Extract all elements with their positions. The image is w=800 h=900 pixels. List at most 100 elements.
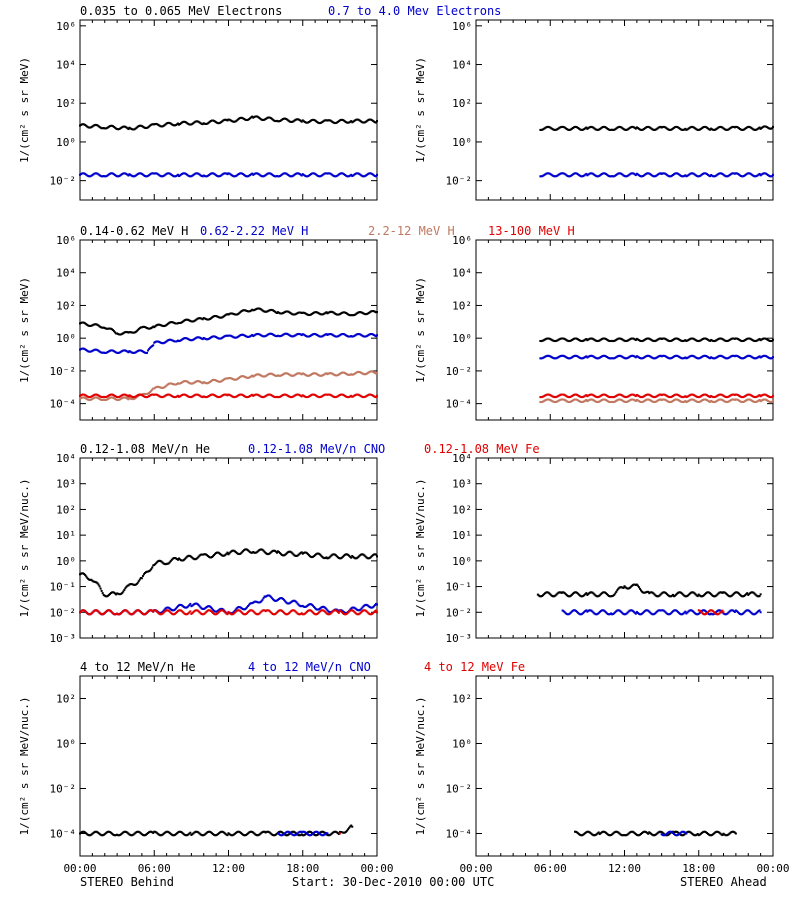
data-point xyxy=(115,593,118,596)
data-point xyxy=(100,175,103,178)
data-point xyxy=(369,310,372,313)
data-point xyxy=(261,396,264,399)
data-point xyxy=(285,552,288,555)
data-point xyxy=(748,592,751,595)
data-point xyxy=(140,577,143,580)
data-point xyxy=(594,400,597,403)
legend-entry: 0.12-1.08 MeV/n CNO xyxy=(248,442,385,456)
data-point xyxy=(703,125,706,128)
data-point xyxy=(358,609,361,612)
data-point xyxy=(661,398,664,401)
data-point xyxy=(340,311,343,314)
data-point xyxy=(742,128,745,131)
data-point xyxy=(246,376,249,379)
data-point xyxy=(286,118,289,121)
data-point xyxy=(119,593,122,596)
data-point xyxy=(248,376,251,379)
data-point xyxy=(751,339,754,342)
data-point xyxy=(165,562,168,565)
data-point xyxy=(772,356,774,359)
data-point xyxy=(214,394,217,397)
data-point xyxy=(355,333,358,336)
data-point xyxy=(171,321,174,324)
data-point xyxy=(84,172,87,175)
data-point xyxy=(682,340,685,343)
data-point xyxy=(350,394,353,397)
data-point xyxy=(359,611,362,614)
data-point xyxy=(294,394,297,397)
data-point xyxy=(540,357,543,360)
data-point xyxy=(626,587,629,590)
data-point xyxy=(96,831,99,834)
data-point xyxy=(287,119,290,122)
data-point xyxy=(231,611,234,614)
data-point xyxy=(706,399,708,402)
data-point xyxy=(116,398,119,401)
data-point xyxy=(206,174,209,177)
data-point xyxy=(660,338,663,341)
data-point xyxy=(726,128,729,131)
data-point xyxy=(578,127,581,130)
data-point xyxy=(164,173,167,176)
data-point xyxy=(297,332,300,335)
series-0-12-1-08-mev-n-cno xyxy=(561,609,762,616)
data-point xyxy=(197,555,200,558)
data-point xyxy=(592,355,595,358)
data-point xyxy=(663,591,666,594)
data-point xyxy=(100,326,103,329)
data-point xyxy=(205,338,208,341)
data-point xyxy=(239,116,242,119)
data-point xyxy=(323,610,326,613)
data-point xyxy=(301,394,304,397)
ytick-label: 10⁻¹ xyxy=(50,581,77,594)
data-point xyxy=(595,396,598,399)
data-point xyxy=(602,125,605,128)
data-point xyxy=(578,356,581,359)
data-point xyxy=(585,609,588,612)
data-point xyxy=(211,610,213,613)
data-point xyxy=(544,399,547,402)
data-point xyxy=(661,393,664,396)
data-point xyxy=(328,333,331,336)
data-point xyxy=(737,592,740,595)
data-point xyxy=(571,399,574,402)
data-point xyxy=(340,609,343,612)
data-point xyxy=(284,172,287,175)
data-point xyxy=(156,385,159,388)
data-point xyxy=(254,612,257,615)
data-point xyxy=(341,555,344,558)
data-point xyxy=(249,551,252,554)
data-point xyxy=(611,613,614,616)
data-point xyxy=(97,173,100,176)
data-point xyxy=(760,338,763,341)
data-point xyxy=(326,557,329,560)
data-point xyxy=(673,609,675,612)
data-point xyxy=(132,331,135,334)
data-point xyxy=(565,174,568,177)
data-point xyxy=(686,400,689,403)
data-point xyxy=(175,611,178,614)
data-point xyxy=(98,395,101,398)
data-point xyxy=(702,398,705,401)
data-point xyxy=(258,117,261,120)
data-point xyxy=(140,125,143,128)
ytick-label: 10⁻² xyxy=(446,175,473,188)
data-point xyxy=(176,382,179,385)
ytick-label: 10² xyxy=(56,97,76,110)
data-point xyxy=(187,122,190,125)
data-point xyxy=(610,357,613,360)
data-point xyxy=(101,396,104,399)
data-point xyxy=(168,338,171,341)
data-point xyxy=(717,338,720,341)
data-point xyxy=(674,172,677,175)
data-point xyxy=(225,334,228,337)
ytick-label: 10⁻¹ xyxy=(446,581,473,594)
data-point xyxy=(722,591,725,594)
data-point xyxy=(757,609,760,612)
data-point xyxy=(365,173,368,176)
data-point xyxy=(198,173,201,176)
data-point xyxy=(748,172,751,175)
data-point xyxy=(80,321,83,324)
data-point xyxy=(543,399,546,402)
data-point xyxy=(643,591,646,594)
